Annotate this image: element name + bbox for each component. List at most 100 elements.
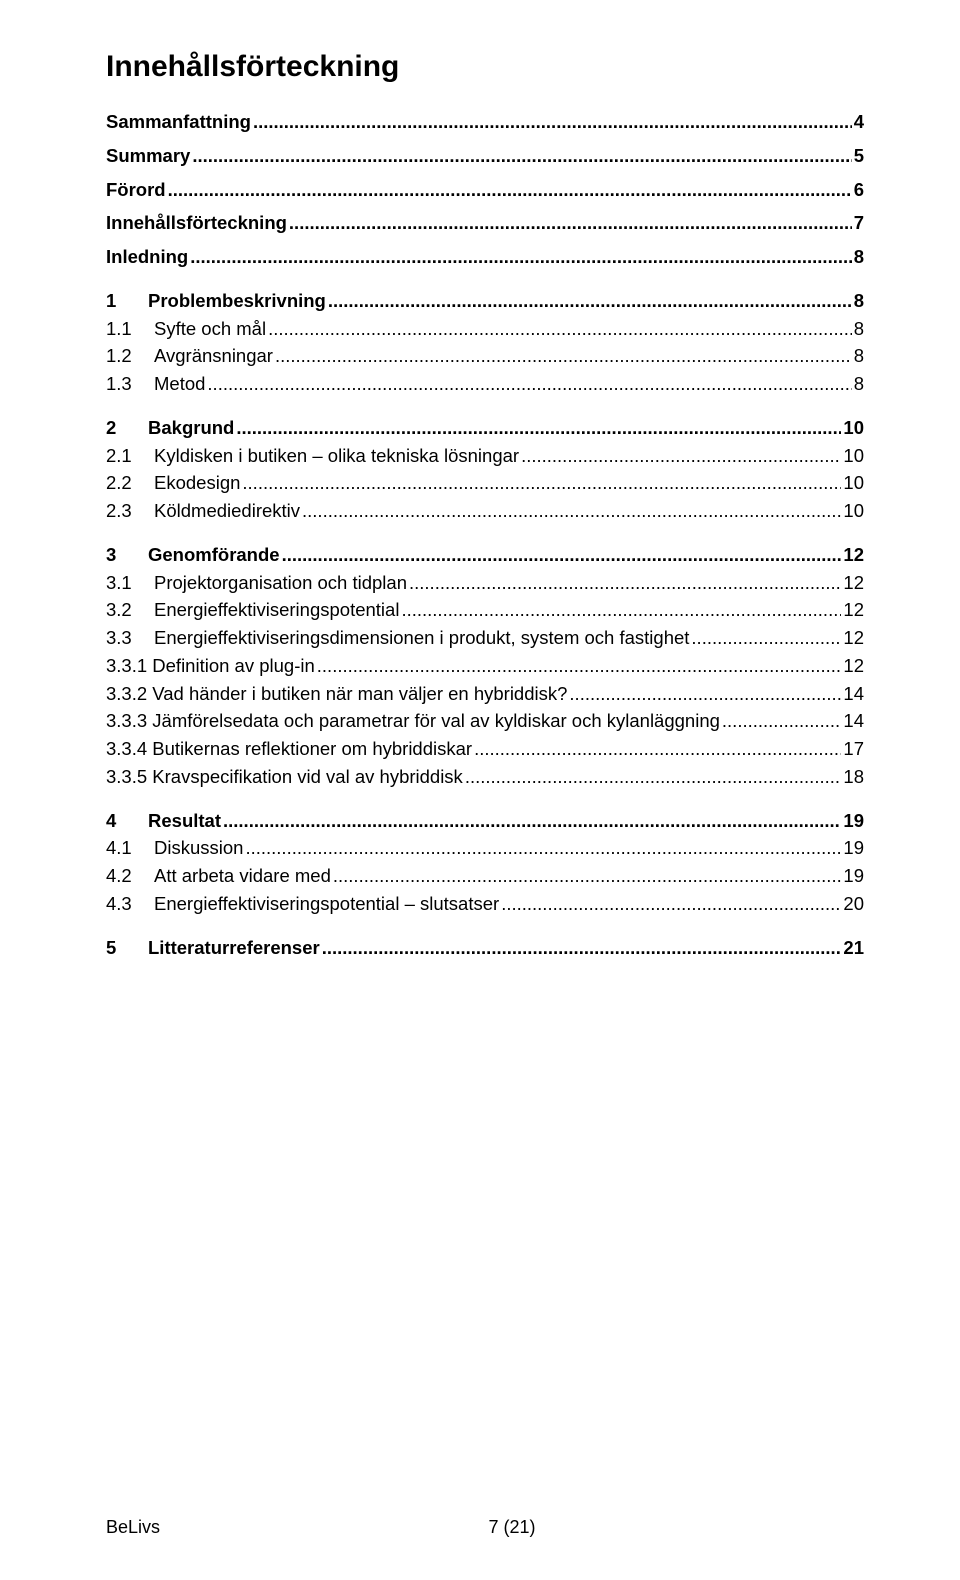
toc-entry-subsection: 1.3Metod................................… <box>106 370 864 398</box>
toc-entry-label: Projektorganisation och tidplan <box>154 569 409 597</box>
toc-leader-dots: ........................................… <box>328 287 852 315</box>
toc-entry-label: 3.3.2 Vad händer i butiken när man välje… <box>106 680 569 708</box>
toc-entry-subsubsection: 3.3.5 Kravspecifikation vid val av hybri… <box>106 763 864 791</box>
toc-entry-frontmatter: Sammanfattning..........................… <box>106 108 864 136</box>
toc-leader-dots: ........................................… <box>322 934 842 962</box>
toc-entry-label: Ekodesign <box>154 469 242 497</box>
toc-leader-dots: ........................................… <box>242 469 841 497</box>
toc-leader-dots: ........................................… <box>521 442 841 470</box>
toc-entry-section: 3Genomförande...........................… <box>106 541 864 569</box>
toc-leader-dots: ........................................… <box>192 142 851 170</box>
toc-entry-number: 3.2 <box>106 596 154 624</box>
toc-entry-page: 19 <box>841 834 864 862</box>
toc-entry-section: 5Litteraturreferenser...................… <box>106 934 864 962</box>
toc-entry-section: 4Resultat...............................… <box>106 807 864 835</box>
toc-leader-dots: ........................................… <box>268 315 852 343</box>
toc-entry-page: 4 <box>852 108 864 136</box>
toc-entry-label: Energieffektiviseringspotential – slutsa… <box>154 890 501 918</box>
toc-leader-dots: ........................................… <box>333 862 842 890</box>
toc-entry-page: 12 <box>841 569 864 597</box>
toc-entry-label: Köldmediedirektiv <box>154 497 302 525</box>
toc-entry-subsection: 4.2Att arbeta vidare med................… <box>106 862 864 890</box>
toc-entry-subsubsection: 3.3.1 Definition av plug-in.............… <box>106 652 864 680</box>
toc-entry-subsection: 3.2Energieffektiviseringspotential......… <box>106 596 864 624</box>
toc-leader-dots: ........................................… <box>275 342 852 370</box>
toc-entry-page: 8 <box>852 342 864 370</box>
toc-entry-label: Litteraturreferenser <box>148 934 322 962</box>
toc-leader-dots: ........................................… <box>207 370 851 398</box>
toc-entry-number: 1 <box>106 287 148 315</box>
toc-entry-label: 3.3.4 Butikernas reflektioner om hybridd… <box>106 735 474 763</box>
toc-entry-section: 2Bakgrund...............................… <box>106 414 864 442</box>
toc-entry-label: Genomförande <box>148 541 282 569</box>
toc-entry-number: 4 <box>106 807 148 835</box>
toc-leader-dots: ........................................… <box>465 763 842 791</box>
toc-entry-number: 1.2 <box>106 342 154 370</box>
toc-entry-label: Inledning <box>106 243 190 271</box>
toc-entry-page: 21 <box>841 934 864 962</box>
toc-entry-page: 12 <box>841 596 864 624</box>
footer-left: BeLivs <box>106 1517 160 1538</box>
toc-entry-page: 12 <box>841 652 864 680</box>
toc-entry-frontmatter: Förord..................................… <box>106 176 864 204</box>
toc-entry-label: Diskussion <box>154 834 245 862</box>
toc-entry-page: 18 <box>841 763 864 791</box>
toc-entry-page: 20 <box>841 890 864 918</box>
toc-entry-page: 8 <box>852 243 864 271</box>
toc-leader-dots: ........................................… <box>691 624 841 652</box>
table-of-contents: Sammanfattning..........................… <box>106 108 864 961</box>
toc-entry-number: 4.2 <box>106 862 154 890</box>
toc-entry-label: Resultat <box>148 807 223 835</box>
page-title: Innehållsförteckning <box>106 50 864 84</box>
toc-entry-label: Kyldisken i butiken – olika tekniska lös… <box>154 442 521 470</box>
toc-entry-label: Avgränsningar <box>154 342 275 370</box>
toc-entry-subsection: 2.2Ekodesign............................… <box>106 469 864 497</box>
toc-entry-number: 4.1 <box>106 834 154 862</box>
toc-entry-number: 2.1 <box>106 442 154 470</box>
toc-entry-label: Energieffektiviseringsdimensionen i prod… <box>154 624 691 652</box>
toc-leader-dots: ........................................… <box>501 890 841 918</box>
toc-entry-subsection: 2.3Köldmediedirektiv....................… <box>106 497 864 525</box>
toc-entry-frontmatter: Inledning...............................… <box>106 243 864 271</box>
toc-entry-label: Metod <box>154 370 207 398</box>
toc-entry-number: 2.3 <box>106 497 154 525</box>
toc-entry-page: 19 <box>841 807 864 835</box>
toc-leader-dots: ........................................… <box>401 596 841 624</box>
toc-entry-number: 1.1 <box>106 315 154 343</box>
toc-entry-subsection: 3.1Projektorganisation och tidplan......… <box>106 569 864 597</box>
toc-entry-subsection: 4.1Diskussion...........................… <box>106 834 864 862</box>
toc-entry-page: 10 <box>841 497 864 525</box>
toc-entry-page: 8 <box>852 315 864 343</box>
toc-leader-dots: ........................................… <box>409 569 841 597</box>
toc-entry-page: 10 <box>841 442 864 470</box>
page-footer: BeLivs 7 (21) <box>106 1517 864 1538</box>
toc-leader-dots: ........................................… <box>245 834 841 862</box>
toc-entry-label: Summary <box>106 142 192 170</box>
toc-entry-number: 3 <box>106 541 148 569</box>
toc-entry-page: 17 <box>841 735 864 763</box>
toc-entry-subsection: 4.3Energieffektiviseringspotential – slu… <box>106 890 864 918</box>
toc-entry-label: Bakgrund <box>148 414 236 442</box>
toc-entry-number: 2.2 <box>106 469 154 497</box>
toc-entry-label: Förord <box>106 176 168 204</box>
toc-entry-subsubsection: 3.3.4 Butikernas reflektioner om hybridd… <box>106 735 864 763</box>
toc-entry-subsubsection: 3.3.3 Jämförelsedata och parametrar för … <box>106 707 864 735</box>
toc-entry-frontmatter: Innehållsförteckning....................… <box>106 209 864 237</box>
toc-entry-number: 3.1 <box>106 569 154 597</box>
toc-entry-page: 5 <box>852 142 864 170</box>
toc-entry-page: 14 <box>841 707 864 735</box>
toc-leader-dots: ........................................… <box>168 176 852 204</box>
toc-leader-dots: ........................................… <box>317 652 842 680</box>
toc-entry-number: 2 <box>106 414 148 442</box>
toc-leader-dots: ........................................… <box>190 243 851 271</box>
toc-leader-dots: ........................................… <box>302 497 841 525</box>
toc-entry-label: 3.3.1 Definition av plug-in <box>106 652 317 680</box>
toc-entry-number: 4.3 <box>106 890 154 918</box>
footer-page-number: 7 (21) <box>160 1517 864 1538</box>
toc-entry-subsection: 2.1Kyldisken i butiken – olika tekniska … <box>106 442 864 470</box>
toc-leader-dots: ........................................… <box>569 680 841 708</box>
toc-entry-page: 12 <box>841 624 864 652</box>
toc-entry-label: Att arbeta vidare med <box>154 862 333 890</box>
toc-leader-dots: ........................................… <box>223 807 841 835</box>
toc-entry-number: 5 <box>106 934 148 962</box>
